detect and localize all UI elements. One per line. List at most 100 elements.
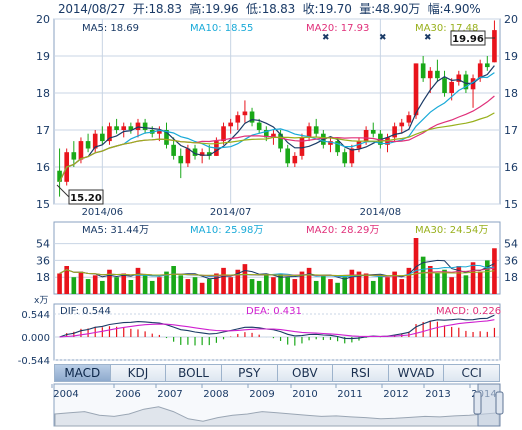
candle-body (271, 133, 276, 138)
volume-bar (399, 279, 405, 294)
tab-cci[interactable]: CCI (444, 364, 500, 382)
price-ma5-line (59, 65, 495, 183)
candle-body (256, 122, 262, 130)
quote-date: 2014/08/27 (58, 2, 126, 16)
volume-bar (285, 277, 291, 294)
timeline-year-label: 2013 (425, 389, 450, 400)
price-ma20-label: MA20: 17.93 (306, 23, 369, 34)
volume-bar (328, 279, 333, 294)
volume-bar (406, 267, 412, 294)
price-vertical-grid (101, 19, 381, 204)
volume-bar (249, 279, 255, 294)
tab-macd[interactable]: MACD (54, 364, 111, 382)
volume-bar (64, 266, 70, 294)
price-panel-frame (53, 18, 501, 205)
volume-ma5-line (59, 259, 495, 280)
volume-bar (235, 269, 241, 294)
timeline-left-handle[interactable] (473, 391, 482, 415)
macd-lines (59, 314, 495, 340)
candle-body (121, 126, 127, 130)
volume-bar (71, 277, 77, 294)
price-x-tick-label: 2014/06 (82, 207, 124, 218)
volume-bar (57, 273, 62, 294)
macd-histogram[interactable] (60, 320, 496, 346)
candle-body (406, 115, 412, 123)
price-y-tick-label: 15 (36, 198, 50, 211)
tab-psy[interactable]: PSY (221, 364, 278, 382)
candle-body (363, 130, 369, 142)
candle-body (142, 122, 148, 130)
candle-body (71, 152, 77, 160)
candle-body (370, 130, 376, 134)
volume-y-tick-label: 18 (36, 271, 50, 284)
quote-open: 开:18.83 (132, 2, 182, 16)
volume-bar (135, 267, 141, 294)
candle-body (164, 130, 169, 145)
timeline-right-handle[interactable] (495, 391, 504, 415)
candle-body (263, 130, 269, 138)
tab-rsi[interactable]: RSI (333, 364, 389, 382)
price-y-tick-label-right: 18 (504, 87, 518, 100)
price-y-tick-label-right: 17 (504, 124, 518, 137)
volume-bar (185, 279, 191, 294)
macd-dea-label: DEA: 0.431 (246, 306, 302, 317)
candle-body (306, 126, 312, 138)
price-y-tick-label: 20 (36, 13, 50, 26)
volume-bar (356, 271, 362, 294)
price-x-tick-label: 2014/07 (210, 207, 252, 218)
tab-kdj[interactable]: KDJ (110, 364, 167, 382)
price-ma30-label: MA30: 17.48 (415, 23, 478, 34)
price-x-tick-label: 2014/08 (360, 207, 402, 218)
candle-body (78, 141, 84, 160)
volume-grid (54, 243, 500, 278)
event-marker-icon[interactable]: ✖ (379, 33, 387, 43)
price-ma30-line (59, 112, 495, 183)
candle-body (484, 63, 490, 68)
volume-y-tick-label-right: 18 (504, 271, 518, 284)
quote-volume: 量:48.90万 (359, 2, 421, 16)
timeline-year-label: 2011 (337, 389, 362, 400)
price-ma10-line (59, 72, 495, 183)
candle-body (242, 111, 248, 116)
candle-body (249, 111, 255, 123)
low-callout: 15.20 (70, 193, 102, 204)
price-y-tick-label: 16 (36, 161, 50, 174)
volume-bar (92, 275, 98, 294)
quote-high: 高:19.96 (189, 2, 239, 16)
volume-bar (149, 280, 155, 294)
tab-wvad[interactable]: WVAD (388, 364, 445, 382)
price-y-tick-label-right: 19 (504, 50, 518, 63)
volume-bar (171, 266, 176, 294)
candle-body (57, 170, 62, 182)
candle-body (185, 148, 191, 164)
candle-body (456, 74, 462, 82)
candle-body (463, 74, 469, 90)
timeline-year-label: 2010 (292, 389, 317, 400)
volume-bar (164, 271, 169, 294)
volume-bar (263, 275, 269, 294)
macd-y-tick-label: -0.544 (18, 356, 50, 367)
candle-body (135, 122, 141, 130)
volume-bar (420, 256, 426, 294)
event-marker-icon[interactable]: ✖ (322, 33, 330, 43)
candle-body (399, 122, 405, 127)
timeline-year-label: 2004 (53, 389, 78, 400)
volume-bar (342, 277, 348, 294)
volume-bar (449, 277, 454, 294)
tab-boll[interactable]: BOLL (166, 364, 222, 382)
timeline-history-sparkline (54, 406, 500, 427)
event-marker-icon[interactable]: ✖ (424, 33, 432, 43)
candle-body (199, 152, 205, 156)
volume-bar (221, 267, 226, 294)
candle-body (100, 133, 105, 142)
volume-bar (456, 266, 462, 294)
quote-change: 幅:4.90% (427, 2, 481, 16)
tab-obv[interactable]: OBV (277, 364, 334, 382)
candle-body (492, 30, 497, 63)
candle-body (292, 155, 298, 164)
volume-bars[interactable] (57, 238, 497, 294)
candle-body (299, 137, 305, 156)
volume-bar (392, 271, 397, 294)
candle-body (335, 141, 340, 153)
